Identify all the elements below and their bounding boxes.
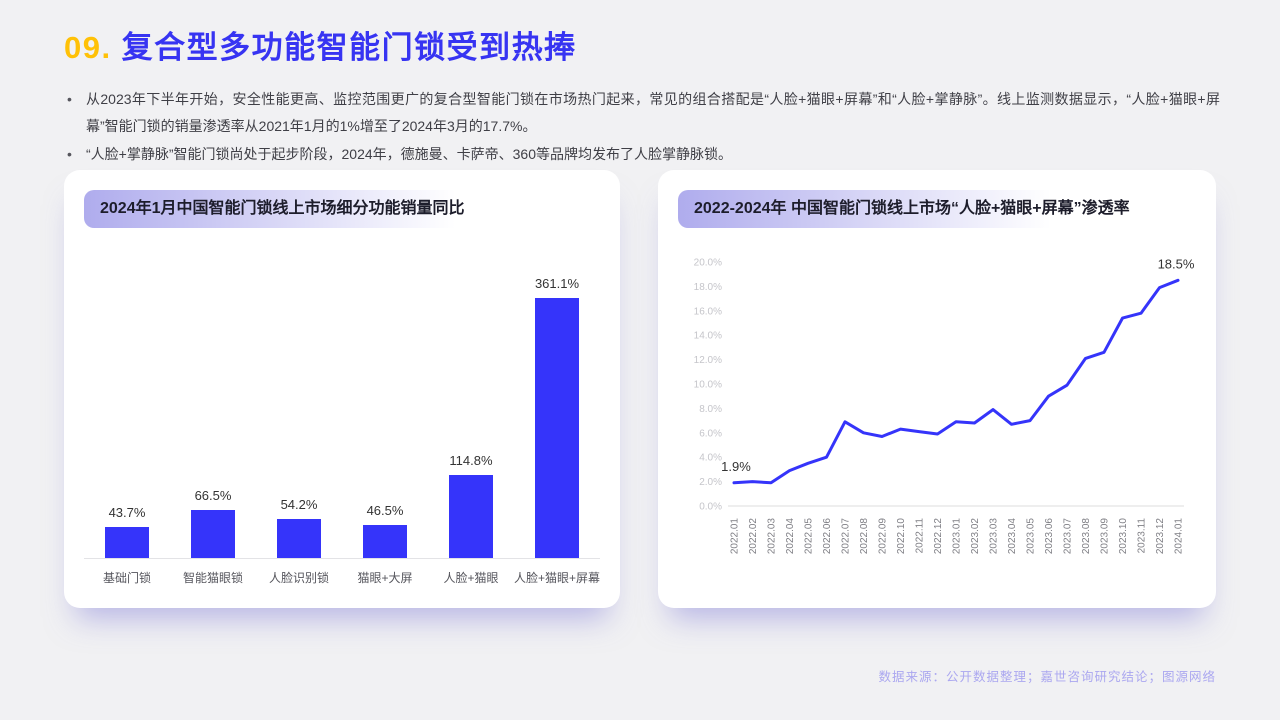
bar-value-label: 361.1% [534,276,580,291]
line-chart-title: 2022-2024年 中国智能门锁线上市场“人脸+猫眼+屏幕”渗透率 [678,190,1196,228]
x-axis-tick-label: 2022.12 [933,518,944,555]
y-axis-tick-label: 0.0% [699,502,722,513]
y-axis-tick-label: 6.0% [699,428,722,439]
bar-category-labels: 基础门锁 智能猫眼锁 人脸识别锁 猫眼+大屏 人脸+猫眼 人脸+猫眼+屏幕 [84,569,600,586]
point-annotation: 1.9% [721,459,751,474]
x-axis-tick-label: 2023.06 [1044,518,1055,555]
x-axis-tick-label: 2022.03 [767,518,778,555]
bar [363,525,407,558]
x-axis-tick-label: 2023.12 [1155,518,1166,555]
bar [105,527,149,558]
y-axis-tick-label: 20.0% [694,258,722,269]
bar-value-label: 54.2% [280,497,318,512]
y-axis-tick-label: 18.0% [694,282,722,293]
bullet-marker: • [67,145,72,162]
bar-category-label: 人脸+猫眼 [443,571,499,585]
y-axis-tick-label: 10.0% [694,380,722,391]
y-axis-tick-label: 2.0% [699,477,722,488]
y-axis-tick-label: 4.0% [699,453,722,464]
bar-chart: 43.7% 66.5% 54.2% 46.5% 114.8% 361.1% [84,242,600,559]
bar-category-label: 人脸识别锁 [268,571,329,585]
bar-column: 43.7% [84,505,170,558]
point-annotation: 18.5% [1158,256,1195,271]
bar-column: 46.5% [342,503,428,558]
page-title: 09. 复合型多功能智能门锁受到热捧 [64,22,577,67]
bar-value-label: 66.5% [194,488,232,503]
bar-column: 361.1% [514,276,600,558]
bullet-item: • 从2023年下半年开始，安全性能更高、监控范围更广的复合型智能门锁在市场热门… [62,86,1220,141]
bar [191,510,235,558]
x-axis-tick-label: 2024.01 [1174,518,1185,555]
section-number: 09. [64,30,112,65]
bar-column: 66.5% [170,488,256,558]
bar-value-label: 43.7% [108,505,146,520]
bullet-text: “人脸+掌静脉”智能门锁尚处于起步阶段，2024年，德施曼、卡萨帝、360等品牌… [86,145,733,162]
bar-category-label: 基础门锁 [102,571,151,585]
y-axis-tick-label: 16.0% [694,306,722,317]
x-axis-tick-label: 2022.06 [822,518,833,555]
bullet-text: 从2023年下半年开始，安全性能更高、监控范围更广的复合型智能门锁在市场热门起来… [86,91,1220,135]
x-axis-tick-label: 2022.09 [878,518,889,555]
x-axis-tick-label: 2022.08 [859,518,870,555]
bar-chart-title: 2024年1月中国智能门锁线上市场细分功能销量同比 [84,190,600,228]
x-axis-tick-label: 2023.02 [970,518,981,555]
penetration-rate-line [732,278,1180,485]
y-axis-tick-label: 8.0% [699,404,722,415]
x-axis-tick-label: 2023.01 [952,518,963,555]
page-title-text: 复合型多功能智能门锁受到热捧 [121,30,577,65]
bar [449,475,493,558]
x-axis-tick-label: 2022.01 [730,518,741,555]
x-axis-tick-label: 2023.08 [1081,518,1092,555]
x-axis-tick-label: 2023.11 [1137,518,1148,554]
data-source-note: 数据来源：公开数据整理；嘉世咨询研究结论；图源网络 [878,670,1216,684]
bar [277,519,321,558]
x-axis-tick-label: 2023.10 [1118,518,1129,555]
x-axis-tick-label: 2023.09 [1100,518,1111,555]
summary-bullets: • 从2023年下半年开始，安全性能更高、监控范围更广的复合型智能门锁在市场热门… [62,86,1220,168]
x-axis-tick-label: 2022.05 [804,518,815,555]
bar [535,298,579,558]
x-axis-tick-label: 2023.05 [1026,518,1037,555]
bullet-item: • “人脸+掌静脉”智能门锁尚处于起步阶段，2024年，德施曼、卡萨帝、360等… [62,141,1220,168]
bar-column: 54.2% [256,497,342,558]
bullet-marker: • [67,91,72,107]
charts-row: 2024年1月中国智能门锁线上市场细分功能销量同比 43.7% 66.5% 54.2… [64,170,1216,608]
x-axis-tick-label: 2022.02 [748,518,759,555]
x-axis-tick-label: 2023.03 [989,518,1000,555]
x-axis-tick-label: 2022.04 [785,518,796,555]
bar-value-label: 46.5% [366,503,404,518]
bar-category-label: 智能猫眼锁 [182,571,243,585]
x-axis-tick-label: 2022.10 [896,518,907,555]
x-axis-tick-label: 2022.07 [841,518,852,555]
bar-value-label: 114.8% [449,453,493,468]
y-axis-tick-label: 14.0% [694,331,722,342]
line-chart-card: 2022-2024年 中国智能门锁线上市场“人脸+猫眼+屏幕”渗透率 0.0% 2… [658,170,1216,608]
x-axis-tick-label: 2023.04 [1007,518,1018,555]
x-axis-tick-label: 2022.11 [915,518,926,554]
bar-chart-card: 2024年1月中国智能门锁线上市场细分功能销量同比 43.7% 66.5% 54.2… [64,170,620,608]
bar-column: 114.8% [428,453,514,558]
line-chart: 0.0% 2.0% 4.0% 6.0% 8.0% 10.0% 12.0% 14.0% 16.0%… [694,256,1195,555]
y-axis-tick-label: 12.0% [694,355,722,366]
bar-category-label: 人脸+猫眼+屏幕 [514,571,601,585]
bar-category-label: 猫眼+大屏 [357,571,413,585]
x-axis-tick-label: 2023.07 [1063,518,1074,555]
